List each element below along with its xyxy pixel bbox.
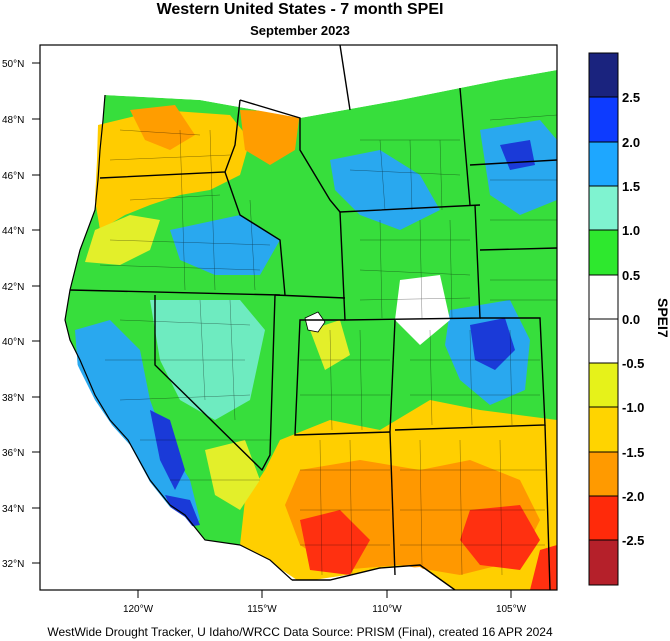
idaho-orange <box>240 110 300 165</box>
colorbar-label: -2.0 <box>622 489 644 504</box>
colorbar-swatch <box>589 230 618 275</box>
lat-label-46: 46°N <box>2 171 24 182</box>
socal-yellow <box>205 440 260 510</box>
colorbar-label: 0.0 <box>622 312 640 327</box>
lon-label-115: 115°W <box>247 604 277 615</box>
great-salt-lake <box>304 311 326 333</box>
socal-dark <box>165 495 200 528</box>
colorbar-swatch <box>589 363 618 407</box>
colorbar-label: 2.0 <box>622 135 640 150</box>
lat-label-50: 50°N <box>2 59 24 70</box>
colorbar-swatch <box>589 407 618 452</box>
colorado-dark <box>470 318 515 370</box>
colorbar-label: 0.5 <box>622 268 640 283</box>
lat-label-32: 32°N <box>2 559 24 570</box>
pacific-ocean <box>40 45 292 590</box>
colorbar-swatch <box>589 452 618 496</box>
oregon-yellow <box>85 215 160 265</box>
lat-label-36: 36°N <box>2 448 24 459</box>
lat-label-44: 44°N <box>2 226 24 237</box>
county-lines <box>99 114 557 576</box>
map-frame <box>39 44 558 591</box>
colorbar-label: -1.0 <box>622 400 644 415</box>
colorbar-swatch <box>589 142 618 186</box>
lat-label-38: 38°N <box>2 393 24 404</box>
map-footer: WestWide Drought Tracker, U Idaho/WRCC D… <box>47 625 553 639</box>
latitude-axis: 50°N 48°N 46°N 44°N 42°N 40°N 38°N 36°N … <box>2 59 40 570</box>
lon-label-120: 120°W <box>123 604 154 615</box>
colorbar-swatch <box>589 97 618 142</box>
utah-yellow <box>310 320 350 370</box>
idaho-wet <box>170 215 280 275</box>
colorbar-swatch <box>589 53 618 97</box>
lon-label-105: 105°W <box>496 604 527 615</box>
colorbar-label: -1.5 <box>622 445 644 460</box>
colorbar: 2.5 2.0 1.5 1.0 0.5 0.0 -0.5 -1.0 -1.5 -… <box>588 52 670 586</box>
lat-label-40: 40°N <box>2 337 24 348</box>
pnw-dry <box>95 110 250 230</box>
colorbar-label: 1.5 <box>622 179 640 194</box>
arizona-red <box>300 510 370 575</box>
lat-label-34: 34°N <box>2 504 24 515</box>
longitude-axis: 120°W 115°W 110°W 105°W <box>123 590 527 615</box>
colorbar-label: -2.5 <box>622 533 644 548</box>
utah-neutral <box>395 275 450 345</box>
pnw-orange <box>130 105 195 150</box>
colorbar-swatch <box>589 540 618 585</box>
colorbar-label: 2.5 <box>622 90 640 105</box>
colorbar-label: 1.0 <box>622 223 640 238</box>
colorbar-label: -0.5 <box>622 356 644 371</box>
newmexico-red <box>460 505 540 570</box>
lat-label-42: 42°N <box>2 282 24 293</box>
state-boundaries <box>69 45 557 590</box>
colorbar-title: SPEI7 <box>655 298 670 338</box>
map-title: Western United States - 7 month SPEI <box>156 1 444 18</box>
colorbar-swatch <box>589 319 618 363</box>
coastline <box>64 94 293 581</box>
sierra-dark <box>150 410 185 490</box>
canada-region <box>100 45 557 118</box>
colorbar-swatch <box>589 186 618 230</box>
map-subtitle: September 2023 <box>250 23 350 38</box>
colorbar-swatch <box>589 496 618 540</box>
lon-label-110: 110°W <box>372 604 402 615</box>
northern-rockies-wet <box>330 150 440 230</box>
colorbar-swatch <box>589 275 618 319</box>
spei-map-layer <box>40 45 557 590</box>
lat-label-48: 48°N <box>2 115 24 126</box>
mexico-region <box>200 542 455 590</box>
